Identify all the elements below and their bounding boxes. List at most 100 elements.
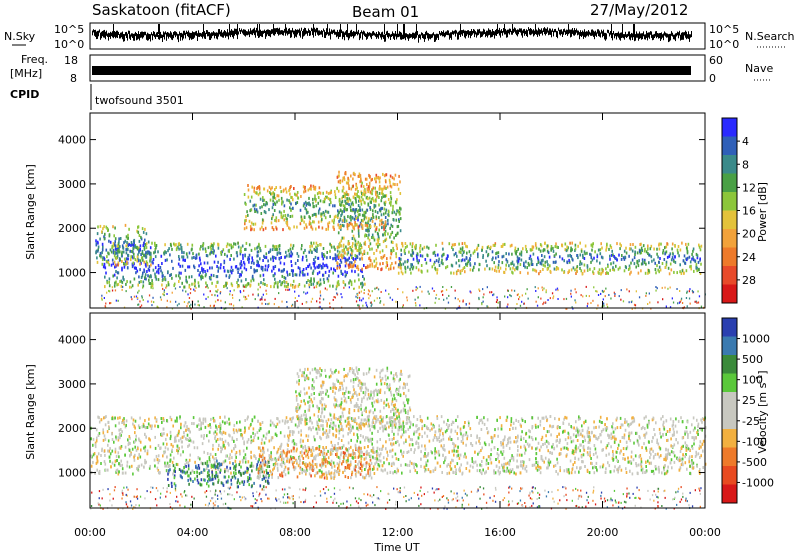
noise-cell xyxy=(649,293,650,295)
scatter-cell xyxy=(294,193,296,196)
scatter-cell xyxy=(338,275,340,278)
scatter-cell xyxy=(384,232,386,235)
scatter-cell xyxy=(293,280,295,283)
scatter-cell xyxy=(315,249,317,252)
scatter-cell xyxy=(386,173,388,176)
nsky-sample xyxy=(487,31,488,38)
scatter-cell xyxy=(371,248,373,251)
scatter-cell xyxy=(127,257,129,260)
scatter-cell xyxy=(594,465,596,468)
scatter-cell xyxy=(381,222,383,225)
nsky-sample xyxy=(482,31,483,36)
scatter-cell xyxy=(125,283,127,286)
noise-cell xyxy=(614,295,615,297)
scatter-cell xyxy=(372,209,374,212)
noise-cell xyxy=(104,297,105,299)
scatter-cell xyxy=(150,246,152,249)
scatter-cell xyxy=(326,191,328,194)
scatter-cell xyxy=(355,246,357,249)
noise-cell xyxy=(600,293,601,295)
scatter-cell xyxy=(534,269,536,272)
scatter-cell xyxy=(574,471,576,474)
scatter-cell xyxy=(378,235,380,238)
scatter-cell xyxy=(284,204,286,207)
scatter-cell xyxy=(452,264,454,267)
nsky-sample xyxy=(246,31,247,35)
nsky-sample xyxy=(420,35,421,40)
noise-cell xyxy=(459,300,460,302)
scatter-cell xyxy=(525,440,527,443)
nsky-sample xyxy=(585,32,586,38)
noise-cell xyxy=(519,296,520,298)
scatter-cell xyxy=(559,469,561,472)
scatter-cell xyxy=(233,258,235,261)
nsky-sample xyxy=(213,31,214,35)
scatter-cell xyxy=(260,281,262,284)
scatter-cell xyxy=(329,256,331,259)
nsky-sample xyxy=(206,30,207,34)
scatter-cell xyxy=(143,254,145,257)
scatter-cell xyxy=(271,221,273,224)
scatter-cell xyxy=(681,242,683,245)
scatter-cell xyxy=(435,244,437,247)
noise-cell xyxy=(184,301,185,303)
scatter-cell xyxy=(307,265,309,268)
noise-cell xyxy=(323,298,324,300)
scatter-cell xyxy=(213,432,215,435)
scatter-cell xyxy=(344,200,346,203)
scatter-cell xyxy=(316,250,318,253)
noise-cell xyxy=(260,286,261,288)
scatter-cell xyxy=(312,228,314,231)
scatter-cell xyxy=(99,421,101,424)
scatter-cell xyxy=(107,229,109,232)
scatter-cell xyxy=(351,256,353,259)
nsky-sample xyxy=(577,30,578,35)
scatter-cell xyxy=(163,432,165,435)
scatter-cell xyxy=(193,256,195,259)
noise-cell xyxy=(182,290,183,292)
nsky-sample xyxy=(679,31,680,36)
nsky-sample xyxy=(543,28,544,32)
nsky-sample xyxy=(682,32,683,40)
nsky-sample xyxy=(117,31,118,38)
scatter-cell xyxy=(279,244,281,247)
scatter-cell xyxy=(233,431,235,434)
scatter-cell xyxy=(648,269,650,272)
nsky-sample xyxy=(97,31,98,39)
y-tick-label: 4000 xyxy=(58,134,86,147)
scatter-cell xyxy=(131,250,133,253)
nsky-sample xyxy=(540,30,541,34)
scatter-cell xyxy=(498,264,500,267)
nsky-sample xyxy=(520,29,521,33)
nsky-sample xyxy=(530,28,531,35)
scatter-cell xyxy=(419,250,421,253)
scatter-cell xyxy=(404,250,406,253)
scatter-cell xyxy=(634,251,636,254)
scatter-cell xyxy=(332,272,334,275)
scatter-cell xyxy=(426,262,428,265)
scatter-cell xyxy=(201,269,203,272)
nsky-sample xyxy=(666,33,667,37)
nsky-sample xyxy=(419,34,420,38)
scatter-cell xyxy=(396,255,398,258)
scatter-cell xyxy=(616,417,618,420)
scatter-cell xyxy=(229,453,231,456)
scatter-cell xyxy=(671,258,673,261)
scatter-cell xyxy=(398,272,400,275)
scatter-cell xyxy=(172,267,174,270)
scatter-cell xyxy=(287,283,289,286)
noise-cell xyxy=(142,287,143,289)
scatter-cell xyxy=(153,258,155,261)
scatter-cell xyxy=(342,190,344,193)
scatter-cell xyxy=(364,283,366,286)
scatter-cell xyxy=(218,267,220,270)
scatter-cell xyxy=(693,442,695,445)
scatter-cell xyxy=(379,220,381,223)
scatter-cell xyxy=(329,250,331,253)
nsky-sample xyxy=(456,31,457,34)
scatter-cell xyxy=(513,264,515,267)
noise-cell xyxy=(535,290,536,292)
scatter-cell xyxy=(220,251,222,254)
scatter-cell xyxy=(244,227,246,230)
scatter-cell xyxy=(466,252,468,255)
